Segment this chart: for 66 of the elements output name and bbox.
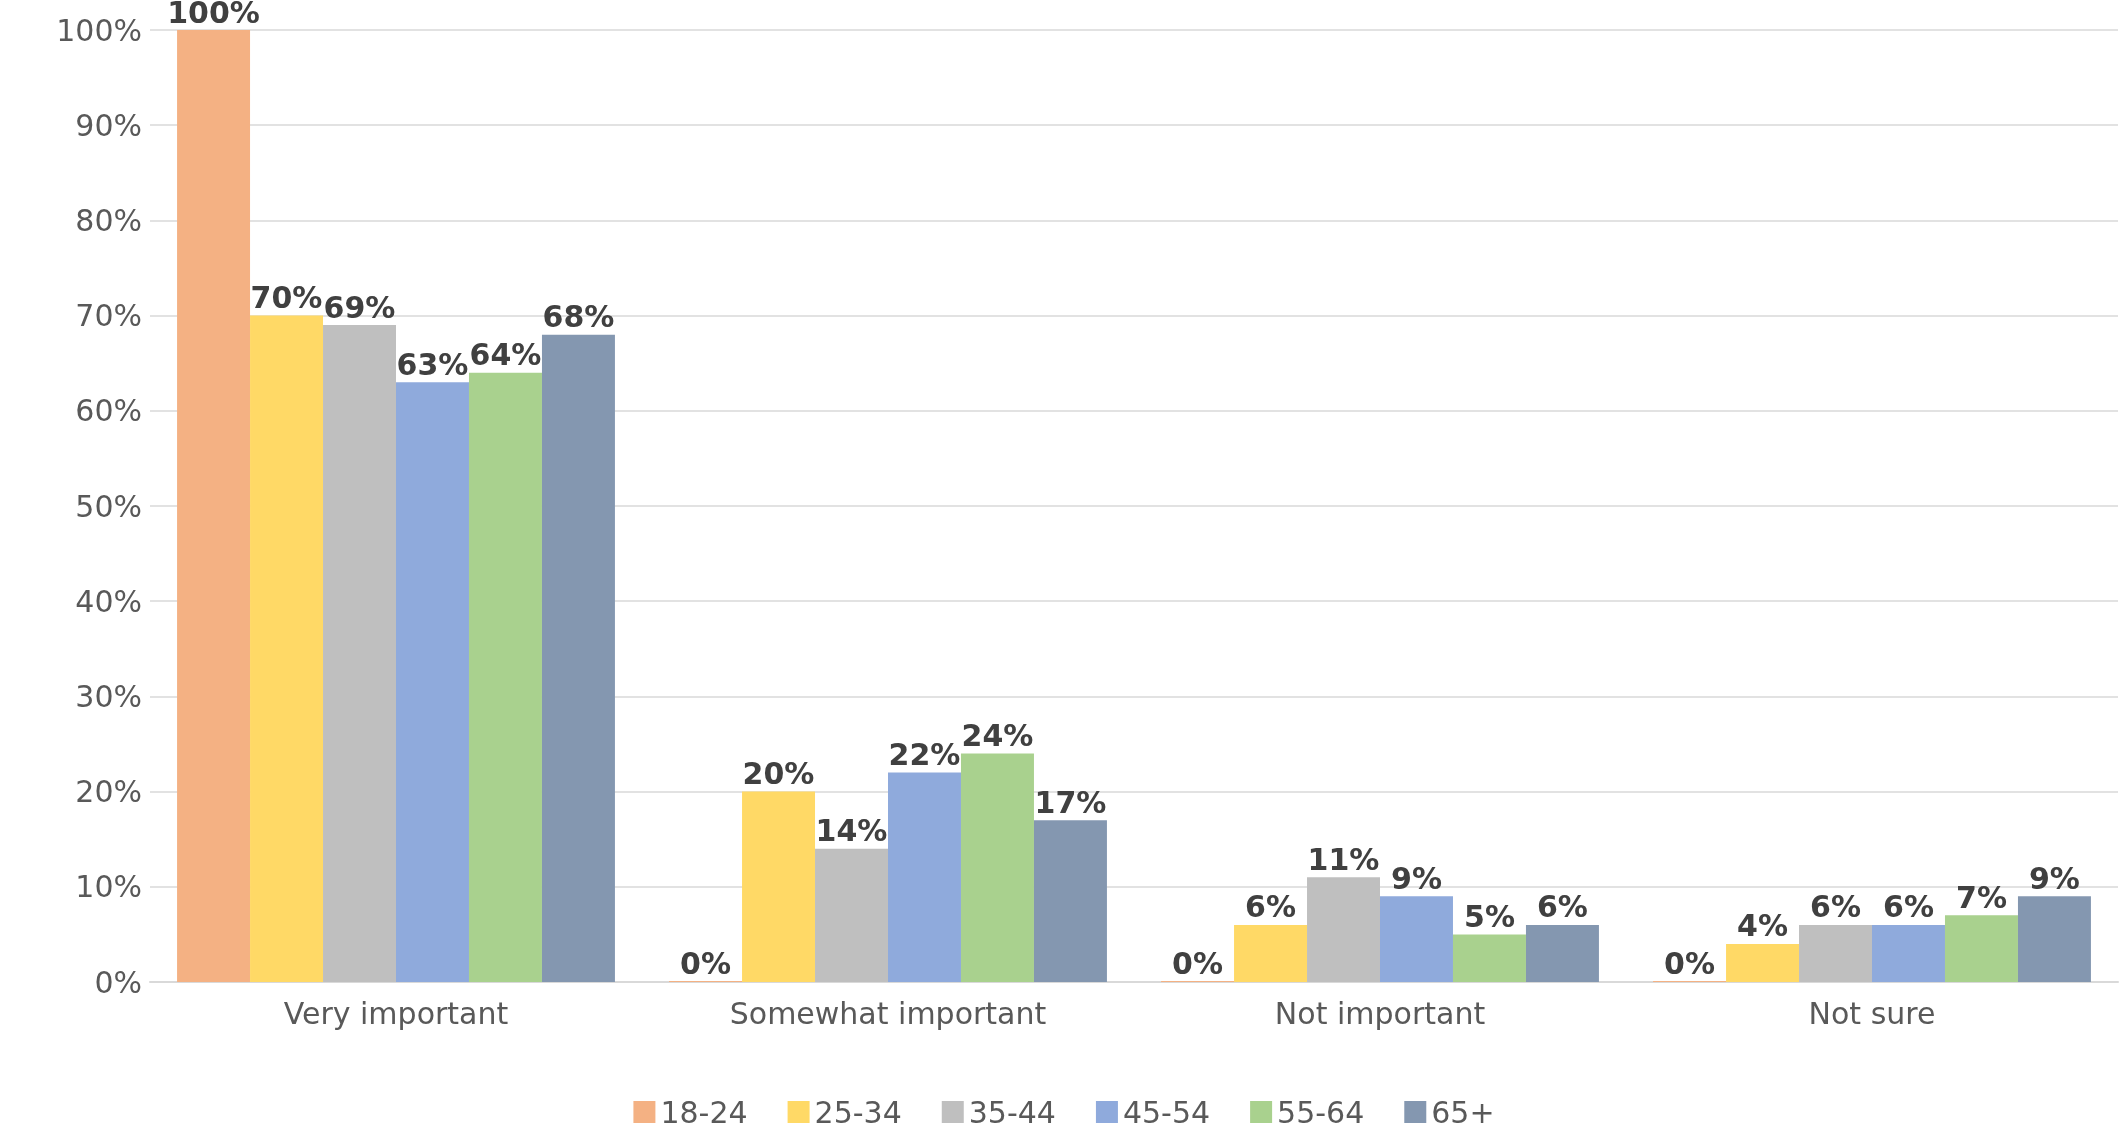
y-tick-label: 10%	[75, 869, 142, 905]
data-label: 6%	[1810, 889, 1861, 925]
x-tick-label: Somewhat important	[729, 995, 1047, 1031]
data-label: 11%	[1307, 841, 1380, 877]
data-label: 9%	[1391, 860, 1442, 896]
bar	[1452, 934, 1526, 982]
bar	[815, 848, 888, 982]
data-label: 5%	[1464, 898, 1515, 934]
data-label: 4%	[1737, 908, 1788, 944]
data-label: 68%	[542, 299, 615, 335]
bar	[396, 382, 469, 982]
data-label: 70%	[250, 280, 323, 316]
bar	[1944, 915, 2018, 982]
y-tick-label: 70%	[75, 298, 142, 334]
x-tick-label: Very important	[283, 995, 509, 1031]
bar	[250, 315, 324, 982]
bar	[1380, 896, 1453, 982]
x-tick-label: Not important	[1274, 995, 1486, 1031]
data-label: 69%	[323, 289, 396, 325]
data-label: 64%	[469, 337, 542, 373]
data-label: 6%	[1536, 889, 1588, 925]
y-tick-label: 90%	[75, 107, 142, 143]
bar	[468, 372, 542, 982]
y-tick-label: 80%	[75, 202, 142, 238]
data-label: 7%	[1956, 879, 2007, 915]
bar	[1872, 924, 1945, 982]
data-label: 0%	[680, 945, 732, 981]
legend-label: 55-64	[1277, 1094, 1365, 1130]
bar	[1799, 924, 1872, 982]
y-tick-label: 60%	[75, 393, 142, 429]
bar	[888, 772, 961, 982]
data-label: 6%	[1245, 889, 1296, 925]
legend-label: 65+	[1431, 1094, 1495, 1130]
legend-label: 18-24	[660, 1094, 748, 1130]
data-label: 0%	[1664, 945, 1716, 981]
data-label: 6%	[1883, 889, 1934, 925]
bar	[1307, 877, 1380, 982]
legend-label: 45-54	[1122, 1094, 1211, 1130]
y-tick-label: 100%	[56, 12, 142, 48]
bar	[742, 791, 816, 982]
bar	[1726, 943, 1800, 982]
bar	[1033, 820, 1107, 982]
data-label: 9%	[2028, 860, 2080, 896]
bar	[1525, 924, 1599, 982]
bar	[323, 325, 396, 982]
y-tick-label: 0%	[94, 964, 142, 1000]
legend-label: 25-34	[814, 1094, 902, 1130]
data-label: 63%	[396, 346, 469, 382]
data-label: 24%	[961, 718, 1034, 754]
legend-label: 35-44	[968, 1094, 1056, 1130]
y-tick-label: 40%	[75, 583, 142, 619]
data-label: 100%	[167, 0, 260, 30]
bar	[541, 334, 615, 982]
data-label: 20%	[742, 756, 815, 792]
bar	[177, 30, 251, 982]
bar	[2017, 896, 2091, 982]
data-label: 22%	[888, 737, 961, 773]
y-tick-label: 50%	[75, 488, 142, 524]
y-tick-label: 30%	[75, 678, 142, 714]
data-label: 0%	[1172, 945, 1224, 981]
y-tick-label: 20%	[75, 774, 142, 810]
bar	[1234, 924, 1308, 982]
data-label: 17%	[1034, 784, 1107, 820]
data-label: 14%	[815, 813, 888, 849]
x-tick-label: Not sure	[1808, 995, 1936, 1031]
bar	[960, 753, 1034, 982]
